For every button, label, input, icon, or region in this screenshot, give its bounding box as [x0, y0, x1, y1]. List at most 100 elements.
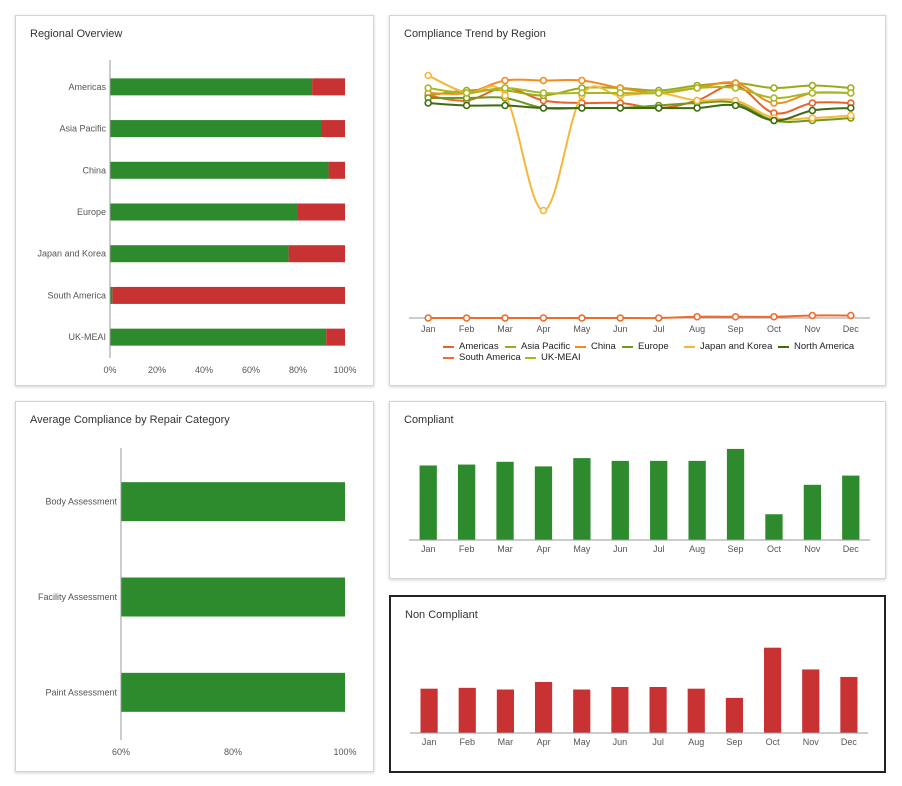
data-point — [578, 76, 586, 85]
category-label: South America — [47, 290, 106, 300]
category-label: UK-MEAI — [68, 332, 106, 342]
data-point — [424, 71, 433, 80]
bar — [803, 484, 822, 540]
legend-item[interactable]: China — [575, 341, 616, 352]
legend-item[interactable]: North America — [778, 341, 854, 352]
x-tick-label: 0% — [103, 365, 116, 375]
legend-item[interactable]: UK-MEAI — [525, 352, 581, 363]
bar — [534, 466, 553, 540]
legend-label: Asia Pacific — [521, 341, 571, 352]
data-point — [808, 89, 817, 97]
non-compliant-bar-segment — [312, 78, 345, 96]
panel-title: Compliant — [404, 414, 454, 426]
legend-item[interactable]: Asia Pacific — [505, 341, 570, 352]
legend-swatch — [525, 356, 536, 359]
legend-item[interactable]: Americas — [443, 341, 499, 352]
bar — [457, 464, 476, 540]
data-point — [654, 89, 663, 97]
bar — [534, 681, 553, 733]
x-tick-label: Jan — [421, 324, 436, 334]
regional-overview-chart[interactable]: Americas Asia Pacific China Europe Japan and… — [16, 16, 375, 387]
non-compliant-panel[interactable]: Non Compliant Jan Feb Mar Apr May Jun Jul Aug Se… — [389, 595, 886, 773]
data-point — [808, 99, 817, 107]
data-point — [501, 76, 509, 85]
x-tick-label: 40% — [195, 365, 213, 375]
x-tick-label: Feb — [459, 544, 475, 554]
bar — [763, 647, 782, 733]
data-point — [616, 89, 625, 97]
compliant-chart[interactable]: Jan Feb Mar Apr May Jun Jul Aug Sep Oct Nov Dec — [390, 402, 887, 580]
data-point — [693, 104, 701, 112]
x-tick-label: May — [573, 737, 591, 747]
x-tick-label: Sep — [728, 324, 744, 334]
data-point — [731, 312, 740, 321]
regional-overview-panel[interactable]: Regional Overview Americas Asia Pacific Ch… — [15, 15, 374, 386]
data-point — [501, 84, 509, 92]
legend-label: Europe — [638, 341, 669, 352]
category-label: Americas — [68, 82, 106, 92]
category-label: Japan and Korea — [37, 249, 106, 259]
category-label: Europe — [77, 207, 106, 217]
legend-item[interactable]: Japan and Korea — [684, 341, 772, 352]
data-point — [578, 104, 586, 112]
x-tick-label: Dec — [841, 737, 858, 747]
data-point — [654, 314, 663, 322]
bar — [496, 689, 515, 733]
bar — [611, 687, 629, 733]
legend-item[interactable]: Europe — [622, 341, 669, 352]
data-point — [501, 101, 509, 110]
x-tick-label: Feb — [459, 737, 475, 747]
legend-swatch — [443, 356, 454, 359]
category-label: China — [82, 165, 106, 175]
compliant-bar-segment — [110, 78, 313, 96]
x-tick-label: Apr — [536, 544, 550, 554]
non-compliant-bar-segment — [298, 203, 345, 221]
x-tick-label: 80% — [224, 747, 242, 757]
x-tick-label: Jul — [652, 737, 664, 747]
legend-label: China — [591, 341, 616, 352]
panel-title: Non Compliant — [405, 609, 478, 621]
non-compliant-chart[interactable]: Jan Feb Mar Apr May Jun Jul Aug Sep Oct Nov Dec — [391, 597, 888, 775]
data-point — [539, 314, 548, 322]
bar — [726, 448, 745, 540]
bar — [573, 458, 591, 540]
x-tick-label: Aug — [688, 737, 704, 747]
x-tick-label: Dec — [843, 544, 860, 554]
non-compliant-bar-segment — [112, 286, 345, 304]
x-tick-label: Jun — [613, 544, 628, 554]
repair-category-chart[interactable]: Body Assessment Facility Assessment Paint … — [16, 402, 375, 773]
panel-title: Average Compliance by Repair Category — [30, 414, 230, 426]
compliance-trend-panel[interactable]: Compliance Trend by Region Jan Feb Mar Apr M… — [389, 15, 886, 386]
x-tick-label: Sep — [726, 737, 742, 747]
compliance-trend-chart[interactable]: Jan Feb Mar Apr May Jun Jul Aug Sep Oct Nov Dec — [390, 16, 887, 387]
compliant-panel[interactable]: Compliant Jan Feb Mar Apr May Jun Jul Aug Sep Oct… — [389, 401, 886, 579]
x-tick-label: Jul — [653, 324, 665, 334]
x-tick-label: May — [573, 544, 591, 554]
compliant-bar-segment — [110, 203, 298, 221]
category-label: Facility Assessment — [38, 592, 118, 602]
data-point — [578, 89, 586, 97]
bar — [765, 514, 783, 540]
bar — [420, 688, 438, 733]
data-point — [846, 89, 855, 97]
bar — [650, 460, 668, 540]
non-compliant-bar-segment — [321, 120, 345, 138]
bar — [611, 460, 629, 540]
legend-label: UK-MEAI — [541, 352, 581, 363]
chart-legend: Americas Asia Pacific China Europe Japan and… — [390, 16, 887, 387]
x-tick-label: Aug — [689, 324, 705, 334]
bar — [687, 688, 705, 733]
x-tick-label: 60% — [242, 365, 260, 375]
compliant-bar-segment — [110, 120, 322, 138]
data-point — [846, 111, 855, 120]
repair-category-panel[interactable]: Average Compliance by Repair Category Bo… — [15, 401, 374, 772]
data-point — [846, 104, 855, 112]
legend-item[interactable]: South America — [443, 352, 521, 363]
non-compliant-bar-segment — [328, 161, 345, 179]
bar — [419, 465, 437, 540]
x-tick-label: Feb — [459, 324, 475, 334]
compliant-bar-segment — [121, 482, 345, 522]
data-point — [770, 116, 778, 125]
category-label: Paint Assessment — [45, 687, 117, 697]
data-point — [770, 312, 778, 321]
